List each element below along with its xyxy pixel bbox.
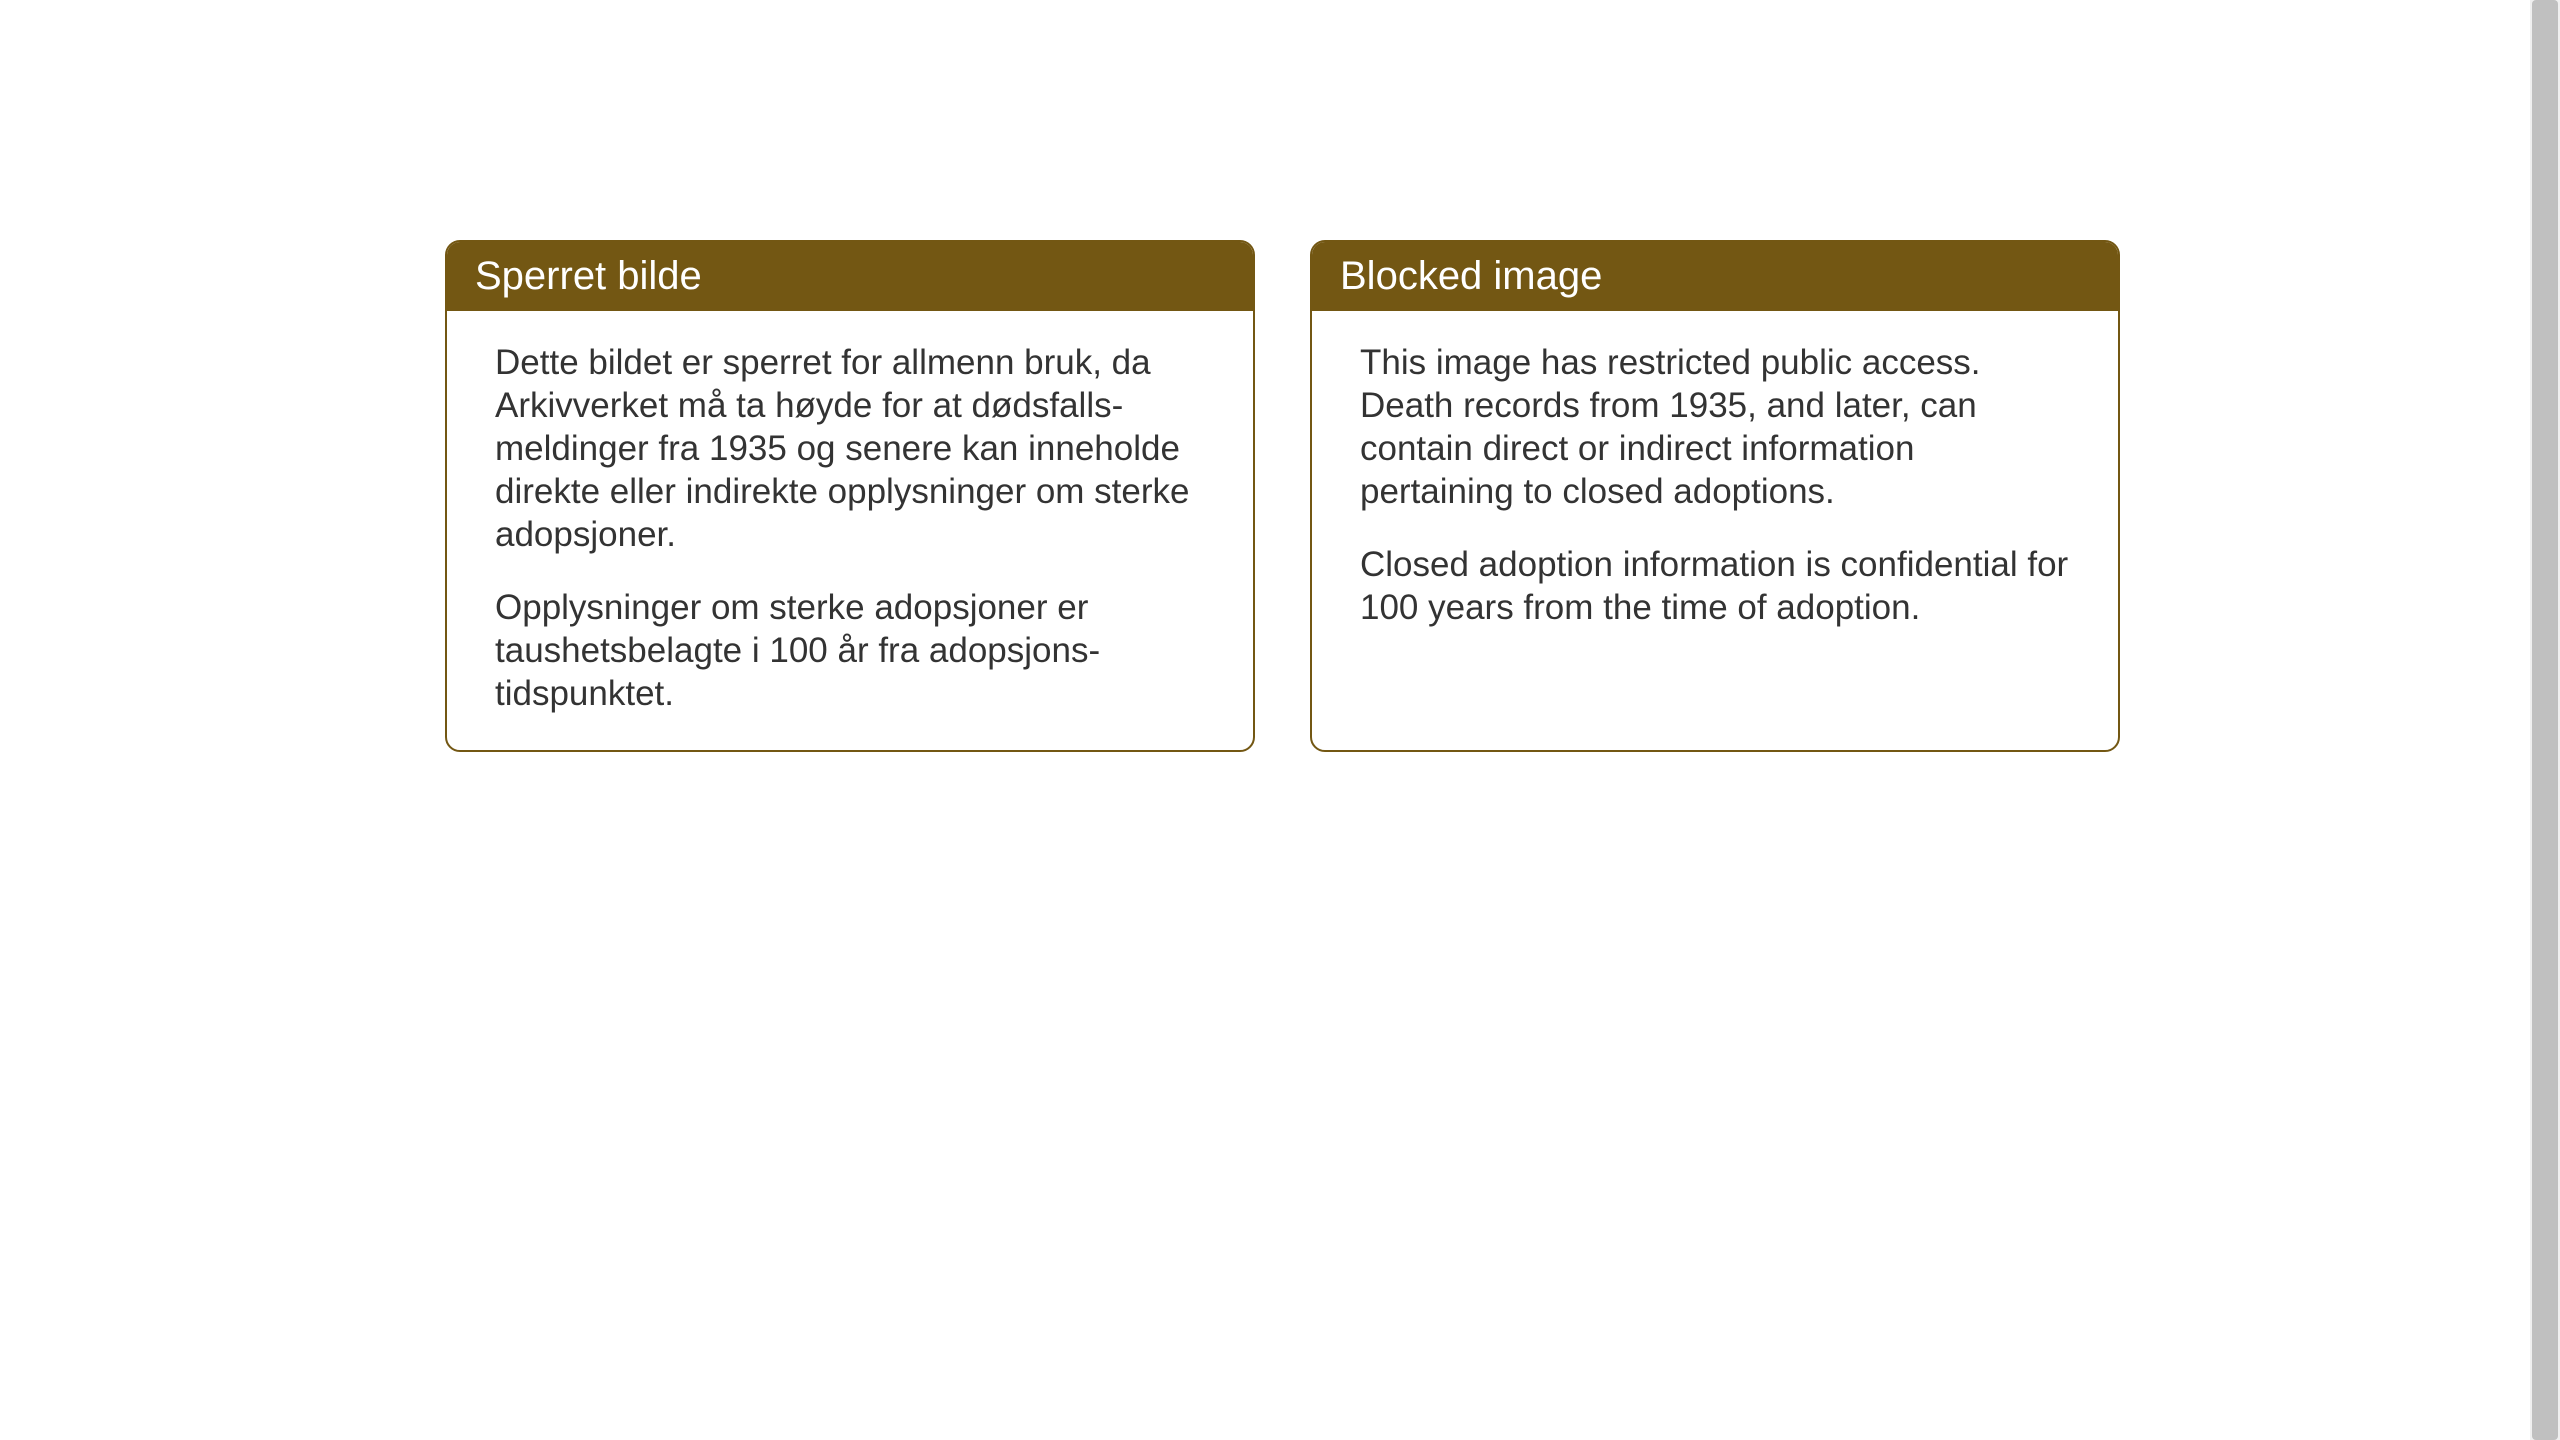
english-card-body: This image has restricted public access.… [1312,311,2118,664]
norwegian-card-title: Sperret bilde [447,242,1253,311]
english-paragraph-1: This image has restricted public access.… [1360,341,2070,513]
norwegian-paragraph-2: Opplysninger om sterke adopsjoner er tau… [495,586,1205,715]
scrollbar-thumb[interactable] [2532,0,2558,1440]
english-notice-card: Blocked image This image has restricted … [1310,240,2120,752]
scrollbar-track[interactable] [2530,0,2560,1440]
norwegian-paragraph-1: Dette bildet er sperret for allmenn bruk… [495,341,1205,556]
notice-container: Sperret bilde Dette bildet er sperret fo… [445,240,2120,752]
english-card-title: Blocked image [1312,242,2118,311]
norwegian-notice-card: Sperret bilde Dette bildet er sperret fo… [445,240,1255,752]
english-paragraph-2: Closed adoption information is confident… [1360,543,2070,629]
norwegian-card-body: Dette bildet er sperret for allmenn bruk… [447,311,1253,750]
